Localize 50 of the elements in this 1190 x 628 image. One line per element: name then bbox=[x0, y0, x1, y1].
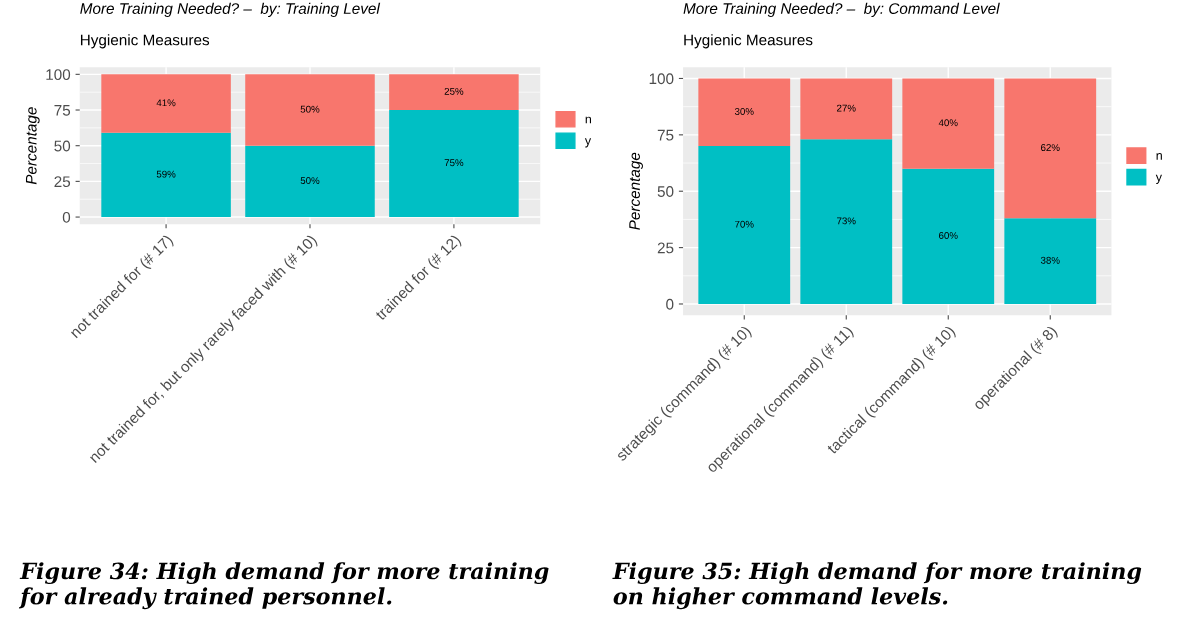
bar bbox=[245, 74, 375, 146]
bar bbox=[902, 168, 995, 304]
bar bbox=[389, 110, 519, 218]
bar bbox=[902, 78, 995, 169]
bar bbox=[389, 74, 519, 111]
data-label: 41% bbox=[156, 99, 176, 107]
chart-subtitle: Hygienic Measures bbox=[684, 34, 813, 49]
y-tick-label: 75 bbox=[54, 105, 71, 116]
y-tick-label: 0 bbox=[666, 298, 674, 310]
y-tick-label: 25 bbox=[657, 242, 674, 254]
caption: Figure 35: High demand for more training on higher command levels. bbox=[612, 562, 1142, 610]
bar bbox=[245, 145, 375, 218]
chart-title: More Training Needed? – by: Command Level bbox=[683, 2, 1000, 17]
caption: Figure 34: High demand for more training for already trained personnel. bbox=[18, 562, 549, 610]
data-label: 50% bbox=[300, 105, 320, 113]
data-label: 59% bbox=[156, 170, 176, 178]
legend-label: n bbox=[585, 116, 592, 124]
legend-label: n bbox=[1156, 153, 1162, 160]
y-axis-title: Percentage bbox=[25, 107, 40, 185]
y-tick-label: 50 bbox=[54, 140, 71, 152]
data-label: 73% bbox=[837, 217, 856, 225]
y-tick-label: 75 bbox=[657, 129, 674, 141]
chart-subtitle: Hygienic Measures bbox=[80, 34, 210, 49]
bar bbox=[698, 146, 791, 304]
y-tick-label: 100 bbox=[46, 69, 71, 81]
bar bbox=[800, 139, 893, 304]
y-tick-label: 50 bbox=[657, 186, 674, 197]
data-label: 40% bbox=[938, 119, 958, 127]
data-label: 30% bbox=[734, 108, 754, 115]
data-label: 27% bbox=[837, 104, 856, 112]
data-label: 75% bbox=[444, 159, 464, 167]
bar bbox=[1004, 78, 1097, 219]
bar bbox=[101, 132, 231, 218]
data-label: 25% bbox=[444, 87, 464, 95]
y-tick-label: 100 bbox=[649, 73, 674, 85]
data-label: 62% bbox=[1041, 144, 1060, 151]
y-axis-title: Percentage bbox=[629, 152, 643, 230]
data-label: 60% bbox=[939, 232, 958, 239]
bar bbox=[800, 78, 893, 140]
bar bbox=[101, 74, 231, 133]
legend-label: y bbox=[584, 138, 592, 148]
y-tick-label: 25 bbox=[54, 176, 71, 188]
legend-label: y bbox=[1155, 174, 1162, 184]
data-label: 38% bbox=[1040, 256, 1060, 264]
y-tick-label: 0 bbox=[62, 211, 71, 223]
chart-title: More Training Needed? – by: Training Level bbox=[80, 2, 381, 17]
data-label: 70% bbox=[735, 220, 754, 228]
bar bbox=[1004, 218, 1097, 304]
bar bbox=[698, 78, 791, 147]
data-label: 50% bbox=[300, 177, 320, 184]
